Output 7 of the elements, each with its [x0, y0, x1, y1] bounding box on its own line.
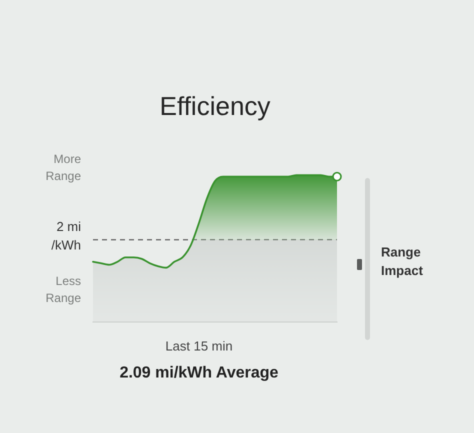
- chart-title: Efficiency: [160, 90, 270, 121]
- ref-line-label: 2 mi /kWh: [51, 219, 82, 252]
- text: Less Range: [46, 274, 82, 305]
- text: 2.09 mi/kWh Average: [120, 364, 279, 382]
- text: Range Impact: [381, 244, 424, 278]
- x-axis-title: Last 15 min: [165, 338, 233, 354]
- text: More Range: [46, 152, 82, 183]
